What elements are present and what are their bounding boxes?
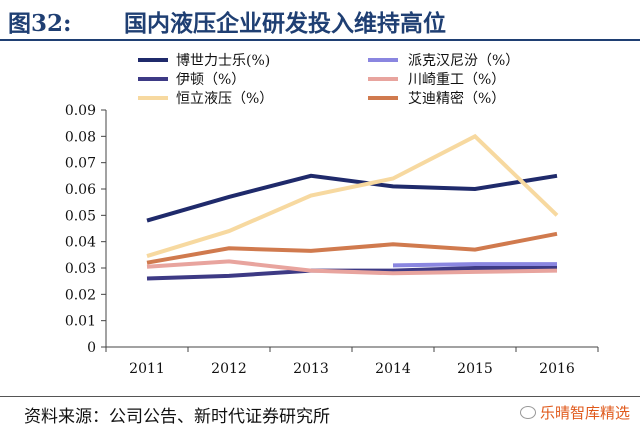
x-tick-label: 2016 <box>539 361 575 377</box>
y-tick-label: 0.01 <box>65 314 96 330</box>
x-tick-label: 2012 <box>211 361 247 377</box>
figure-header: 图32: 国内液压企业研发投入维持高位 <box>0 0 640 41</box>
legend-label: 派克汉尼汾（%） <box>408 53 519 69</box>
legend-label: 伊顿（%） <box>176 72 245 88</box>
watermark-text: 乐晴智库精选 <box>539 404 630 422</box>
line-chart: 博世力士乐(%) 派克汉尼汾（%） 伊顿（%） 川崎重工（%） 恒立液压（%） 艾迪精密（… <box>65 52 599 377</box>
x-tick-label: 2011 <box>129 361 165 377</box>
x-tick-label: 2014 <box>375 361 411 377</box>
legend-label: 博世力士乐(%) <box>176 52 270 69</box>
y-tick-label: 0.04 <box>65 235 96 251</box>
series-line <box>146 133 559 259</box>
y-tick-label: 0.07 <box>65 156 96 172</box>
figure-number: 图32: <box>8 10 72 37</box>
wechat-icon <box>519 406 536 419</box>
watermark: 乐晴智库精选 <box>519 402 630 423</box>
x-tick-label: 2015 <box>457 361 493 377</box>
y-tick-label: 0.02 <box>65 287 96 303</box>
x-tick-label: 2013 <box>293 361 329 377</box>
title-rule <box>0 39 640 41</box>
source-divider <box>0 396 640 397</box>
y-tick-label: 0.06 <box>65 182 96 198</box>
y-tick-label: 0.08 <box>65 129 96 145</box>
series-line <box>146 259 558 276</box>
series-line <box>392 262 557 268</box>
series-line <box>146 231 558 265</box>
legend-label: 艾迪精密（%） <box>408 90 505 107</box>
source-note: 资料来源：公司公告、新时代证券研究所 <box>24 407 330 427</box>
y-tick-label: 0.09 <box>65 103 96 119</box>
series-line <box>146 173 558 223</box>
y-tick-label: 0.05 <box>65 208 96 224</box>
figure-title: 国内液压企业研发投入维持高位 <box>124 10 446 37</box>
y-tick-label: 0.03 <box>65 261 96 277</box>
y-tick-label: 0 <box>87 340 96 356</box>
legend-label: 川崎重工（%） <box>408 72 505 88</box>
legend-label: 恒立液压（%） <box>176 91 273 107</box>
